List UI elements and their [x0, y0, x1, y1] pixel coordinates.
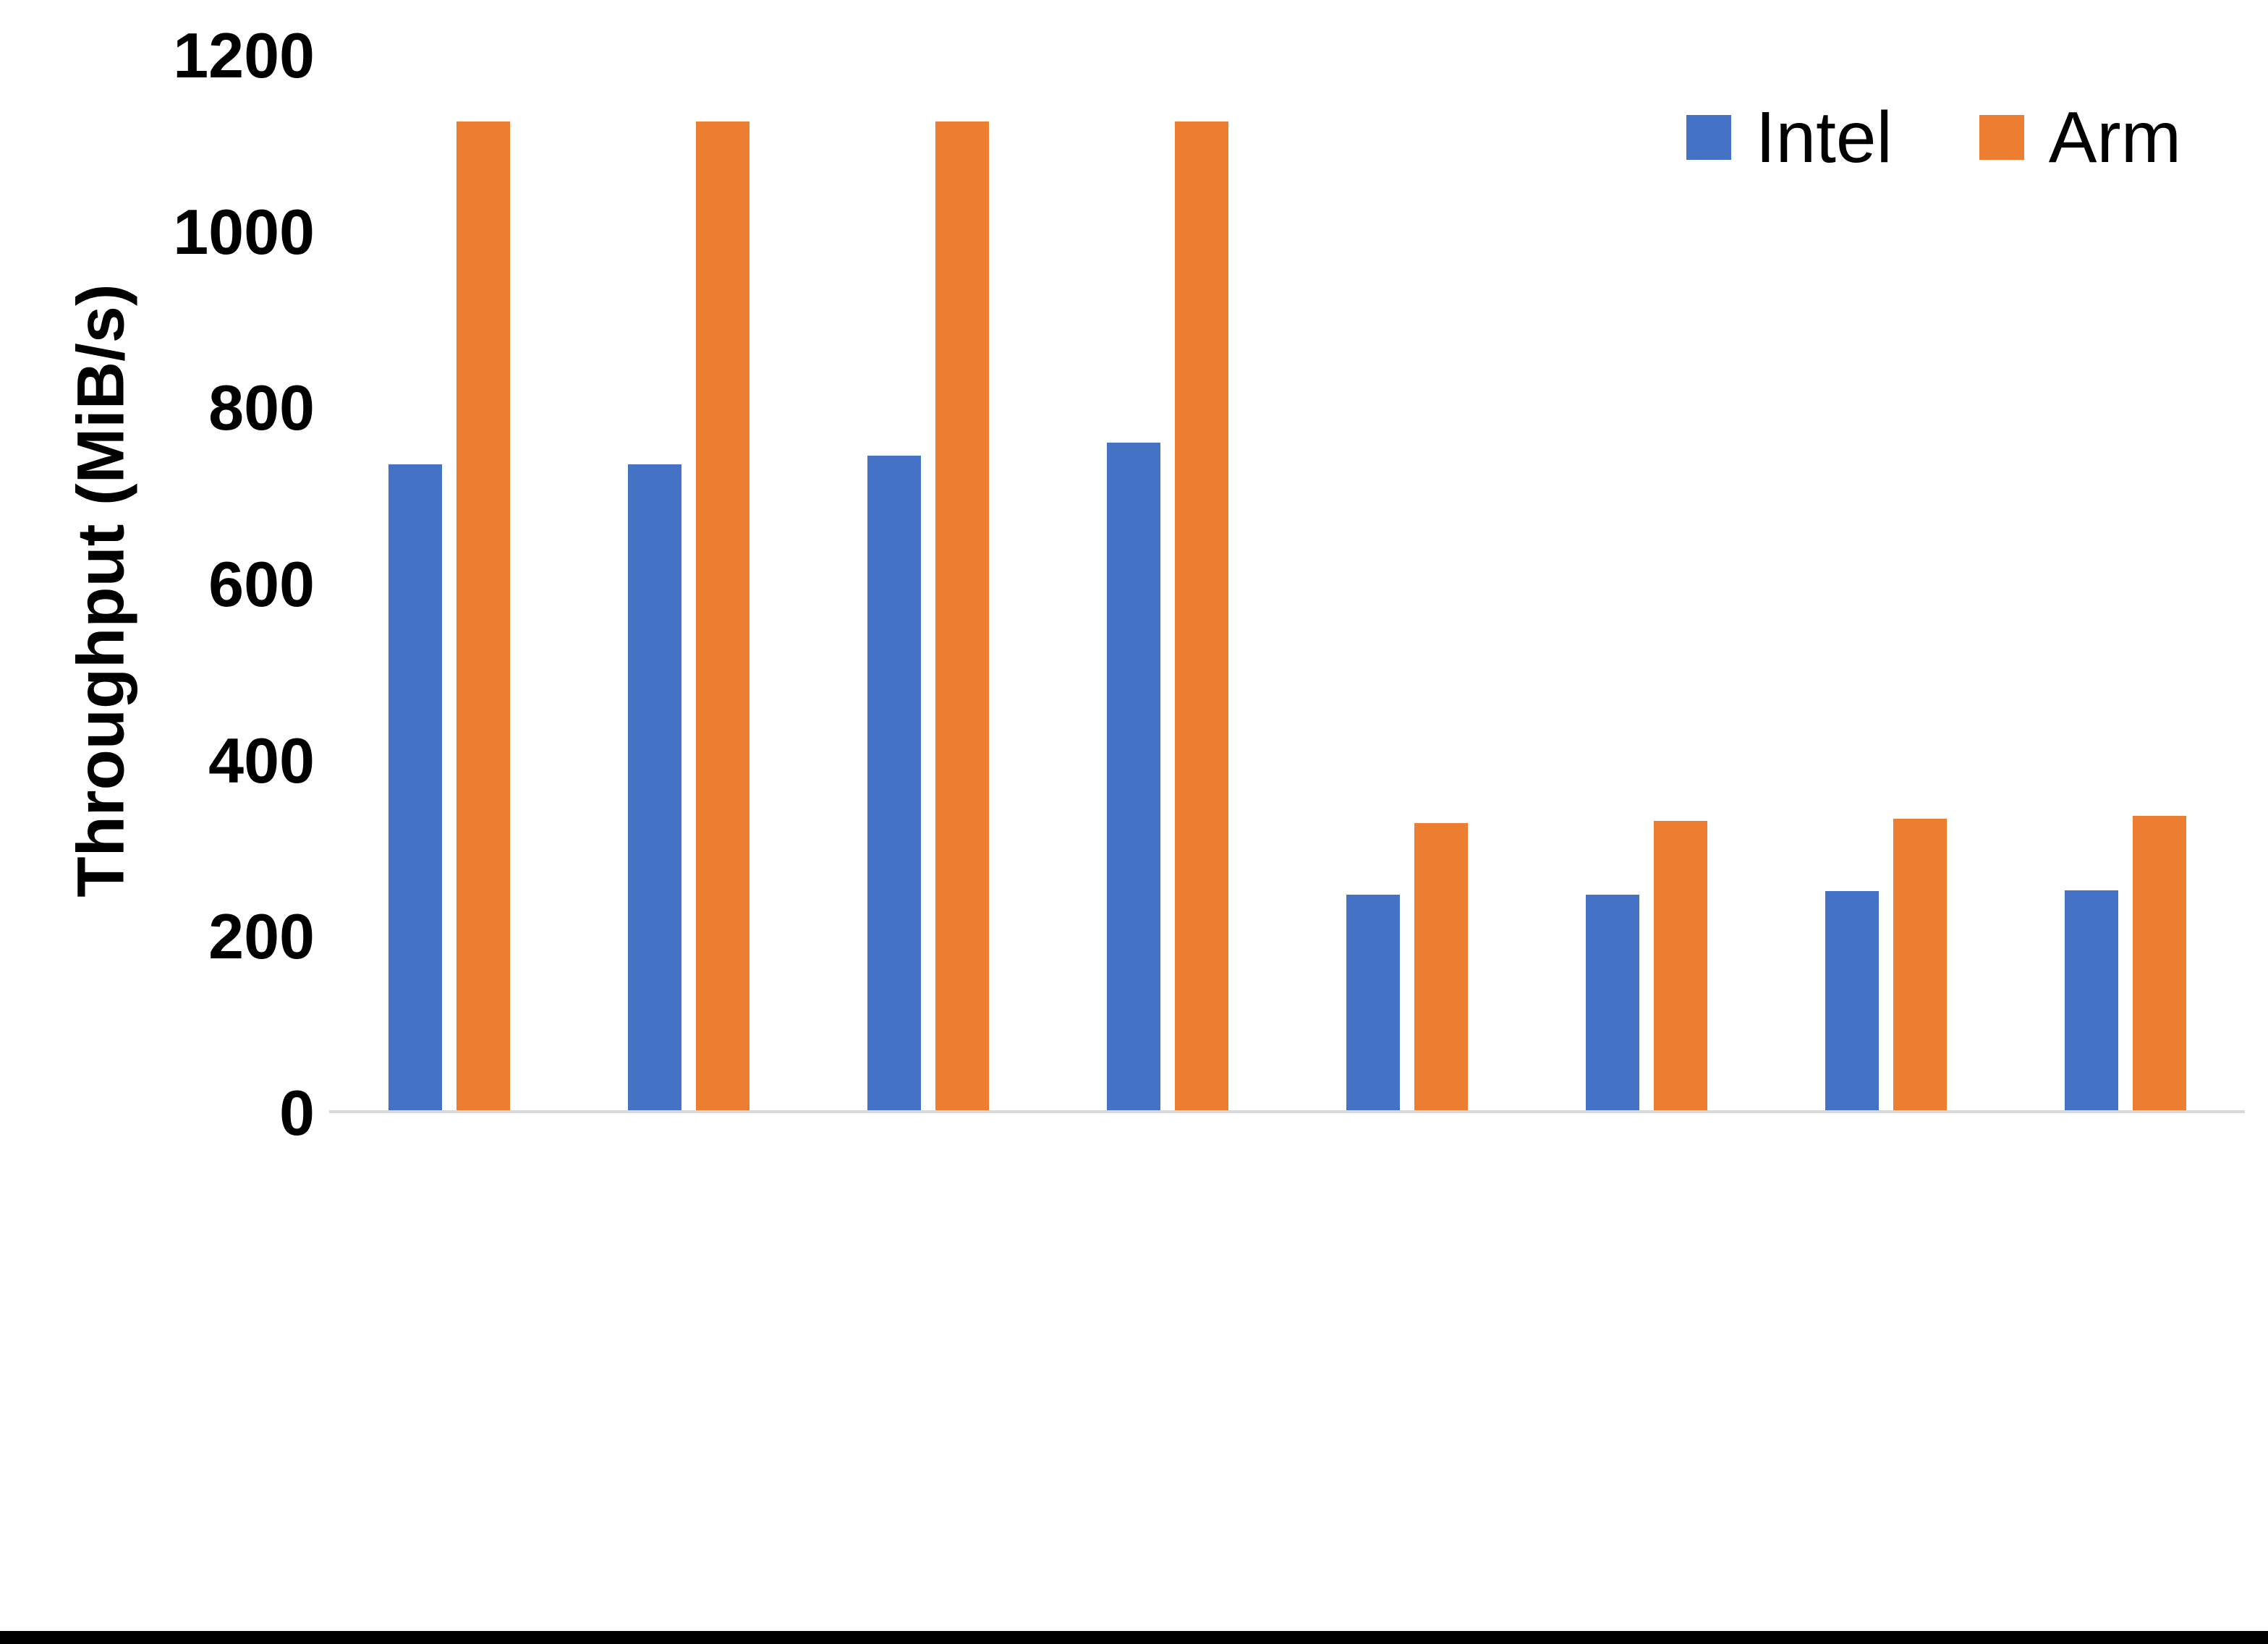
category-band-2m-buzhash: [569, 56, 808, 1110]
bar-intel-2m-rabin-karp: [1585, 895, 1639, 1110]
y-tick-label-800: 800: [208, 372, 315, 444]
legend-label-intel: Intel: [1755, 97, 1893, 178]
bar-arm-8m-rabin-karp: [2132, 815, 2186, 1110]
bar-arm-2m-buzhash: [695, 122, 749, 1110]
bar-intel-1m-rabin-karp: [1346, 895, 1400, 1110]
bar-intel-4m-buzhash: [867, 455, 921, 1110]
bar-arm-1m-buzhash: [456, 122, 510, 1110]
category-band-2m-rabin-karp: [1526, 56, 1766, 1110]
category-band-1m-rabin-karp: [1287, 56, 1526, 1110]
y-tick-label-400: 400: [208, 724, 315, 796]
category-band-1m-buzhash: [329, 56, 569, 1110]
bar-intel-1m-buzhash: [388, 464, 442, 1110]
category-band-4m-buzhash: [808, 56, 1048, 1110]
window-bottom-edge: [0, 1631, 2268, 1644]
legend-swatch-intel: [1686, 115, 1731, 160]
legend-swatch-arm: [1979, 115, 2024, 160]
bar-intel-4m-rabin-karp: [1825, 891, 1879, 1110]
y-tick-label-1200: 1200: [173, 20, 315, 91]
plot-area: [329, 56, 2245, 1113]
bar-arm-8m-buzhash: [1174, 122, 1228, 1110]
bar-intel-8m-rabin-karp: [2064, 890, 2118, 1110]
y-tick-label-200: 200: [208, 900, 315, 973]
category-band-8m-rabin-karp: [2005, 56, 2245, 1110]
bar-intel-8m-buzhash: [1106, 442, 1160, 1110]
legend: Intel Arm: [1686, 101, 2181, 174]
legend-item-intel: Intel: [1686, 101, 1893, 174]
y-tick-label-1000: 1000: [173, 195, 315, 268]
bar-arm-4m-buzhash: [935, 122, 989, 1110]
bar-intel-2m-buzhash: [627, 464, 681, 1110]
bar-arm-2m-rabin-karp: [1653, 821, 1707, 1110]
bar-arm-1m-rabin-karp: [1414, 822, 1468, 1110]
legend-item-arm: Arm: [1979, 101, 2181, 174]
bar-arm-4m-rabin-karp: [1893, 818, 1947, 1110]
y-tick-label-600: 600: [208, 548, 315, 620]
category-band-4m-rabin-karp: [1766, 56, 2005, 1110]
y-tick-label-0: 0: [279, 1077, 315, 1149]
category-band-8m-buzhash: [1048, 56, 1287, 1110]
legend-label-arm: Arm: [2048, 97, 2181, 178]
